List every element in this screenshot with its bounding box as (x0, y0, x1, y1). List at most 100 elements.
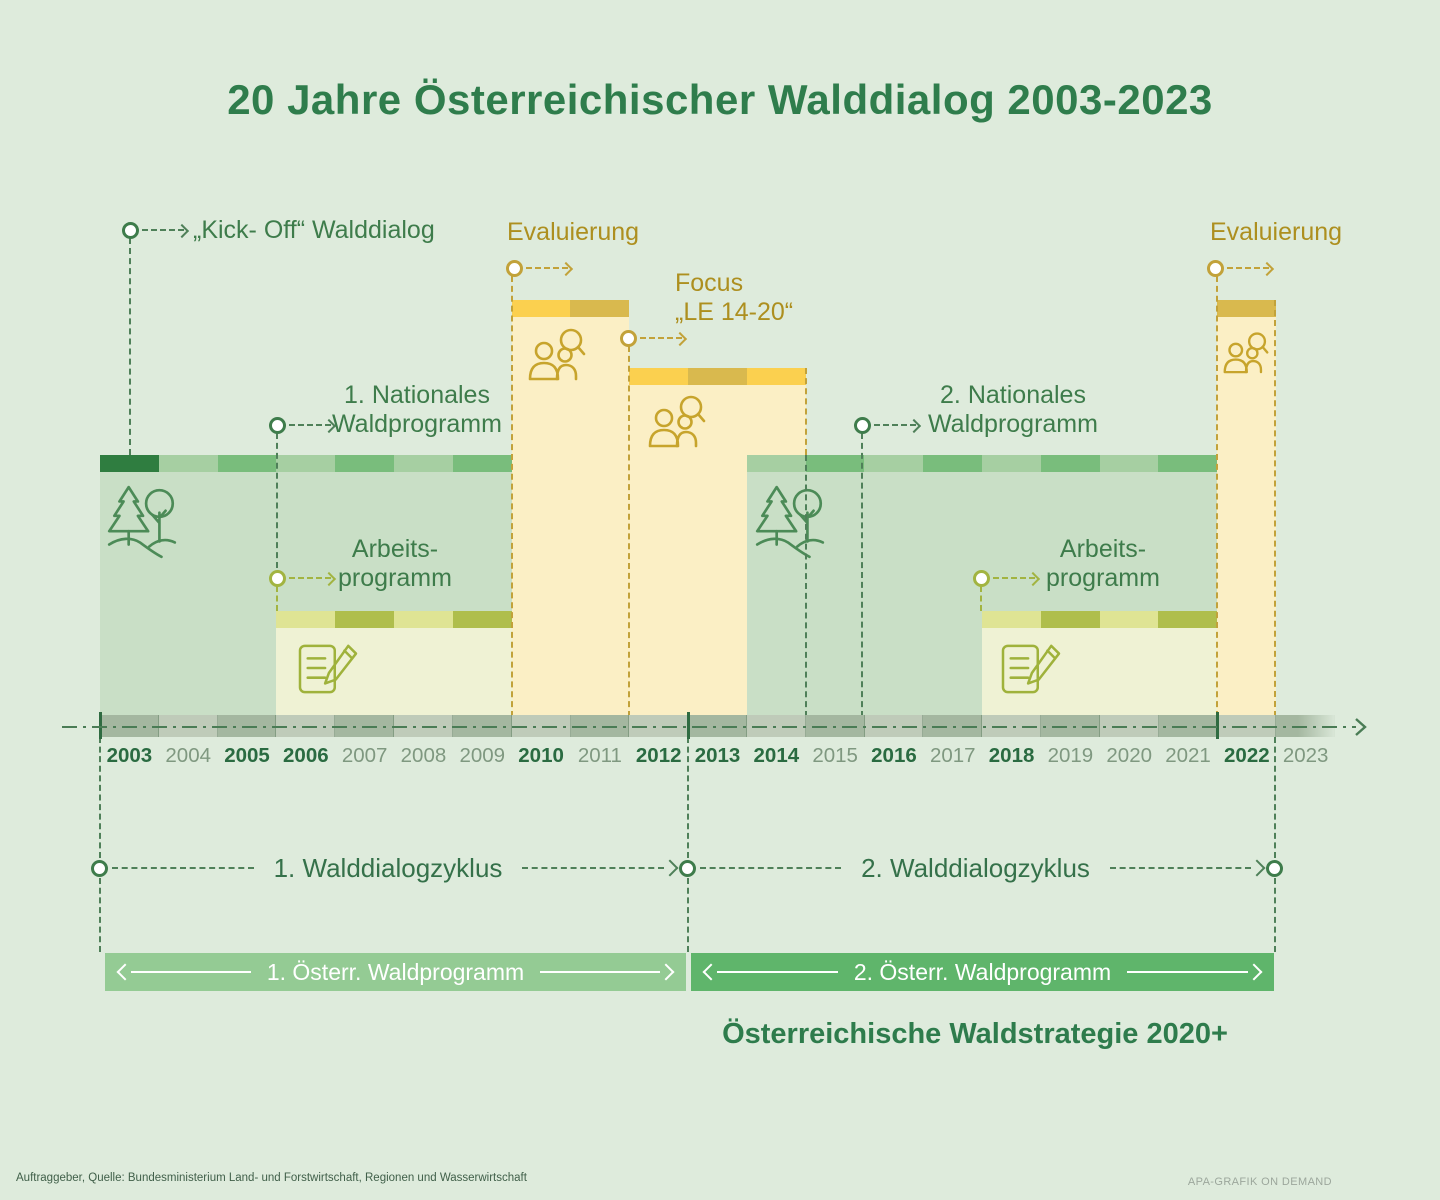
year-segment (687, 368, 747, 385)
year-segment (746, 455, 806, 472)
year-label: 2020 (1106, 744, 1153, 767)
timeline-segment (923, 715, 983, 737)
nwp2-marker (854, 417, 871, 434)
page-title: 20 Jahre Österreichischer Walddialog 200… (227, 76, 1213, 123)
timeline-segment (982, 715, 1041, 737)
evaluierung1-left-edge-line (511, 276, 513, 717)
cycle2-end-line (1274, 737, 1276, 858)
year-label: 2018 (988, 744, 1035, 767)
focus-marker (620, 330, 637, 347)
source-note: Auftraggeber, Quelle: Bundesministerium … (16, 1172, 527, 1184)
evaluierung1-arrow (526, 267, 568, 269)
nwp1-connector-line (276, 433, 278, 568)
kickoff-connector-line (129, 238, 131, 455)
year-segment (570, 300, 630, 317)
year-segment (923, 455, 982, 472)
cycle2-arrowhead-icon (1248, 859, 1266, 877)
year-segment (335, 611, 394, 628)
arbeitsprogramm2-connector-line (980, 586, 982, 611)
cycle1-end-marker (679, 860, 696, 877)
work-programme-document-icon (1001, 644, 1061, 694)
year-segment (981, 455, 1041, 472)
timeline-major-tick (686, 712, 690, 739)
timeline-major-tick (98, 712, 102, 739)
arbeitsprogramm1-connector-line (276, 586, 278, 611)
timeline-segment (1041, 715, 1100, 737)
evaluation-people-icon (528, 328, 586, 381)
year-label: 2017 (929, 744, 976, 767)
year-segment (1158, 455, 1218, 472)
year-label: 2023 (1282, 744, 1329, 767)
year-segment (217, 455, 277, 472)
block-arbeitsprogramm-2-year-strip (982, 611, 1218, 628)
year-label: 2005 (224, 744, 270, 767)
bar-right-arrow-icon (1245, 963, 1263, 981)
year-segment (1099, 455, 1159, 472)
kickoff-marker (122, 222, 139, 239)
evaluation-people-icon (1223, 332, 1269, 374)
nwp1-arrow (289, 424, 331, 426)
year-label: 2003 (106, 744, 153, 767)
evaluierung1-label: Evaluierung (507, 218, 640, 246)
cycle2-end-marker (1266, 860, 1283, 877)
nwp1-marker (269, 417, 286, 434)
nwp1-label: 1. Nationales Waldprogramm (332, 381, 502, 438)
year-label: 2016 (871, 744, 917, 767)
year-label: 2013 (694, 744, 741, 767)
work-programme-document-icon (298, 644, 358, 694)
year-segment (393, 455, 453, 472)
year-segment (1217, 300, 1276, 317)
timeline-axis-arrow (62, 718, 1367, 736)
bar-line (1127, 971, 1249, 973)
cycle1-start-line-lower (99, 878, 101, 952)
bar-line (717, 971, 838, 973)
block-evaluierung-1-year-strip (511, 300, 630, 317)
year-label: 2015 (812, 744, 858, 767)
evaluierung2-label: Evaluierung (1210, 218, 1343, 246)
cycle1-row: 1. Walddialogzyklus (112, 853, 679, 883)
bar-left-arrow-icon (116, 963, 134, 981)
nwp2-label: 2. Nationales Waldprogramm (928, 381, 1098, 438)
year-segment (864, 455, 924, 472)
focus-label: Focus „LE 14-20“ (675, 269, 794, 326)
timeline-segment (570, 715, 630, 737)
year-label: 2010 (518, 744, 564, 767)
evaluierung2-left-edge-line (1216, 276, 1218, 717)
cycle-divider-line (687, 737, 689, 858)
year-label: 2019 (1047, 744, 1094, 767)
block-nationales-waldprogramm-1-year-strip (100, 455, 512, 472)
year-label: 2011 (577, 744, 622, 767)
timeline-segment (688, 715, 747, 737)
arbeitsprogramm1-marker (269, 570, 286, 587)
waldprogramm1-bar-label: 1. Österr. Waldprogramm (266, 958, 525, 985)
year-segment (276, 455, 336, 472)
block-nationales-waldprogramm-2-year-strip (746, 455, 1218, 472)
evaluierung2-arrow (1227, 267, 1269, 269)
year-segment (629, 368, 688, 385)
cycle2-end-line-lower (1274, 878, 1276, 952)
bar-line (540, 971, 661, 973)
timeline-major-tick (1215, 712, 1219, 739)
block-arbeitsprogramm-1 (276, 611, 512, 717)
credit-note: APA-GRAFIK ON DEMAND (1187, 1176, 1332, 1188)
year-label: 2022 (1224, 744, 1270, 767)
cycle1-label: 1. Walddialogzyklus (273, 852, 503, 883)
year-labels-row: 2003 2004 2005 2006 2007 2008 2009 2010 2011 2012… (100, 744, 1335, 768)
year-label: 2009 (459, 744, 506, 767)
year-segment (452, 611, 512, 628)
year-label: 2014 (753, 744, 800, 767)
year-label: 2021 (1165, 744, 1211, 767)
cycle2-label: 2. Walddialogzyklus (861, 852, 1090, 883)
year-segment (1099, 611, 1159, 628)
cycle2-dash-left (700, 867, 842, 869)
waldprogramm2-bar-label: 2. Österr. Waldprogramm (853, 958, 1112, 985)
year-segment (335, 455, 394, 472)
evaluierung1-marker (506, 260, 523, 277)
year-segment (511, 300, 571, 317)
year-label: 2004 (165, 744, 212, 767)
bar-left-arrow-icon (702, 963, 720, 981)
arbeitsprogramm2-arrow (993, 577, 1035, 579)
evaluierung2-marker (1207, 260, 1224, 277)
cycle2-row: 2. Walddialogzyklus (700, 853, 1266, 883)
